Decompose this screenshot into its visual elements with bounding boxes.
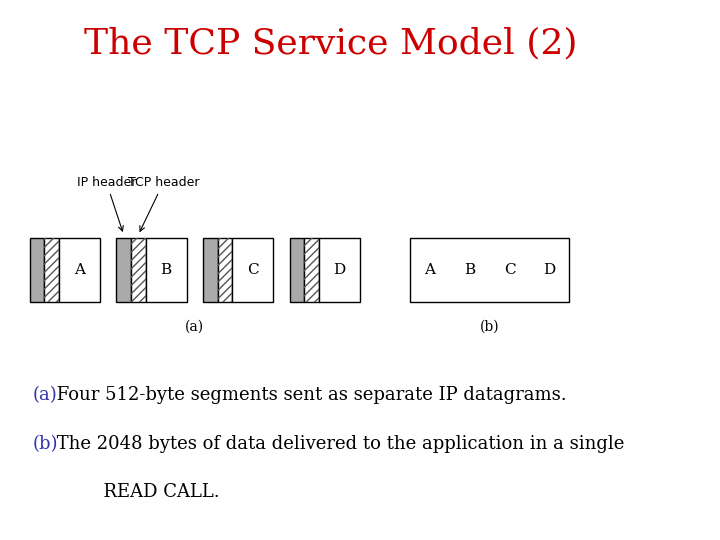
Bar — [45, 238, 59, 302]
Text: The TCP Service Model (2): The TCP Service Model (2) — [84, 26, 577, 60]
Text: The 2048 bytes of data delivered to the application in a single: The 2048 bytes of data delivered to the … — [51, 435, 624, 453]
Text: D: D — [333, 263, 346, 277]
Bar — [30, 238, 45, 302]
Bar — [117, 238, 131, 302]
Bar — [305, 238, 319, 302]
Text: IP header: IP header — [77, 176, 136, 231]
Text: (a): (a) — [33, 386, 58, 404]
Bar — [217, 238, 233, 302]
Bar — [45, 238, 59, 302]
Bar — [131, 238, 145, 302]
Text: (a): (a) — [185, 320, 204, 334]
Bar — [233, 238, 274, 302]
Text: B: B — [464, 263, 475, 277]
Text: Four 512-byte segments sent as separate IP datagrams.: Four 512-byte segments sent as separate … — [51, 386, 567, 404]
Bar — [290, 238, 305, 302]
Bar — [203, 238, 217, 302]
Text: (b): (b) — [33, 435, 58, 453]
Text: B: B — [161, 263, 171, 277]
Bar — [410, 238, 569, 302]
Text: A: A — [425, 263, 436, 277]
Bar — [131, 238, 145, 302]
Text: READ CALL.: READ CALL. — [69, 483, 220, 501]
Text: TCP header: TCP header — [127, 176, 199, 231]
Text: C: C — [247, 263, 258, 277]
Text: (b): (b) — [480, 320, 500, 334]
Bar — [59, 238, 100, 302]
Text: C: C — [504, 263, 516, 277]
Text: A: A — [74, 263, 85, 277]
Bar — [319, 238, 360, 302]
Bar — [217, 238, 233, 302]
Text: D: D — [543, 263, 555, 277]
Bar — [305, 238, 319, 302]
Bar — [145, 238, 186, 302]
